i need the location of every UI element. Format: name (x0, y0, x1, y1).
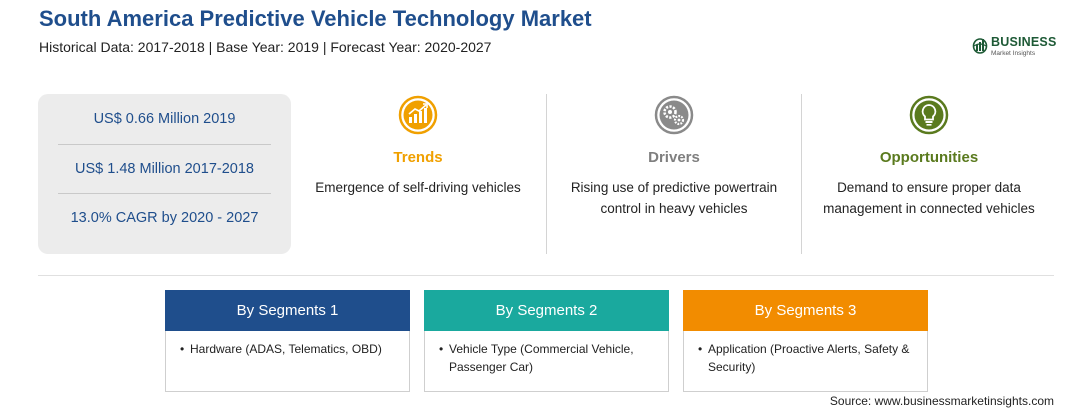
trends-title: Trends (393, 149, 443, 166)
stat-divider (58, 144, 271, 145)
segment-item-2: • Vehicle Type (Commercial Vehicle, Pass… (439, 340, 661, 376)
stat-market-size-2019: US$ 0.66 Million 2019 (93, 111, 236, 127)
opportunities-text: Demand to ensure proper data management … (823, 180, 1035, 216)
segment-card-2: By Segments 2 • Vehicle Type (Commercial… (424, 290, 669, 392)
segment-item-text: Hardware (ADAS, Telematics, OBD) (190, 342, 382, 356)
trends-text: Emergence of self-driving vehicles (315, 180, 521, 195)
segment-card-1: By Segments 1 • Hardware (ADAS, Telemati… (165, 290, 410, 392)
logo-globe-icon (972, 38, 988, 54)
segment-item-1: • Hardware (ADAS, Telematics, OBD) (180, 340, 402, 358)
column-divider (546, 94, 547, 254)
section-divider (38, 275, 1054, 276)
segment-header-3: By Segments 3 (683, 290, 928, 331)
market-stats-panel: US$ 0.66 Million 2019 US$ 1.48 Million 2… (38, 94, 291, 254)
bullet: • (698, 342, 703, 356)
drivers-title: Drivers (648, 149, 700, 166)
column-divider (801, 94, 802, 254)
lightbulb-icon (909, 95, 949, 135)
drivers-text: Rising use of predictive powertrain cont… (570, 180, 778, 216)
segment-header-1: By Segments 1 (165, 290, 410, 331)
trend-chart-icon (398, 95, 438, 135)
page-title: South America Predictive Vehicle Technol… (39, 6, 592, 31)
gears-icon (654, 95, 694, 135)
stat-cagr: 13.0% CAGR by 2020 - 2027 (70, 210, 259, 226)
page-subtitle: Historical Data: 2017-2018 | Base Year: … (39, 39, 492, 55)
bullet: • (439, 342, 444, 356)
stat-market-size-2017-2018: US$ 1.48 Million 2017-2018 (75, 161, 254, 177)
segment-header-2: By Segments 2 (424, 290, 669, 331)
bullet: • (180, 342, 185, 356)
segment-card-3: By Segments 3 • Application (Proactive A… (683, 290, 928, 392)
logo-wordmark: BUSINESS (991, 35, 1057, 49)
source-citation: Source: www.businessmarketinsights.com (829, 394, 1054, 408)
segment-item-3: • Application (Proactive Alerts, Safety … (698, 340, 920, 376)
segment-item-text: Application (Proactive Alerts, Safety & … (708, 342, 910, 374)
logo-tagline: Market Insights (991, 50, 1036, 57)
segment-item-text: Vehicle Type (Commercial Vehicle, Passen… (449, 342, 634, 374)
opportunities-title: Opportunities (879, 149, 979, 166)
business-market-insights-logo: BUSINESS Market Insights (972, 35, 1062, 63)
stat-divider (58, 193, 271, 194)
